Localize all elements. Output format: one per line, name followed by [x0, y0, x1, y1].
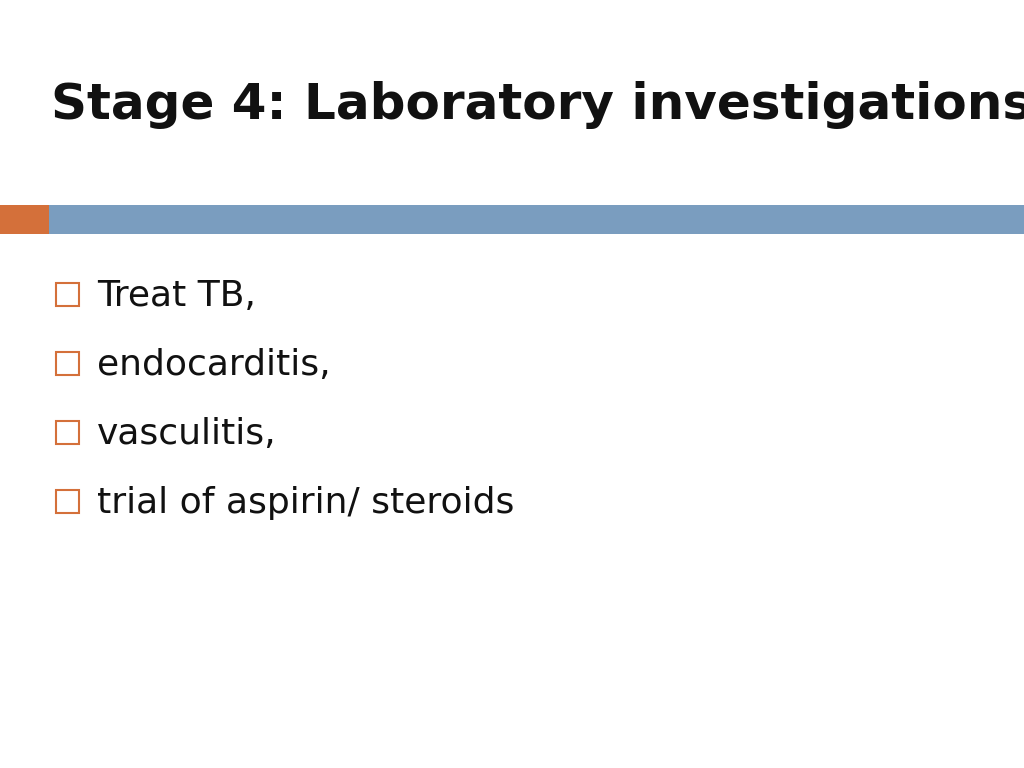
Bar: [0, 205, 49, 234]
Text: Treat TB,: Treat TB,: [97, 279, 256, 313]
Bar: [56, 421, 79, 444]
Bar: [56, 490, 79, 513]
Text: Stage 4: Laboratory investigations: Stage 4: Laboratory investigations: [51, 81, 1024, 128]
Text: vasculitis,: vasculitis,: [97, 417, 276, 451]
Bar: [56, 283, 79, 306]
Bar: [56, 352, 79, 375]
Text: trial of aspirin/ steroids: trial of aspirin/ steroids: [97, 486, 515, 520]
Bar: [49, 205, 1024, 234]
Text: endocarditis,: endocarditis,: [97, 348, 331, 382]
